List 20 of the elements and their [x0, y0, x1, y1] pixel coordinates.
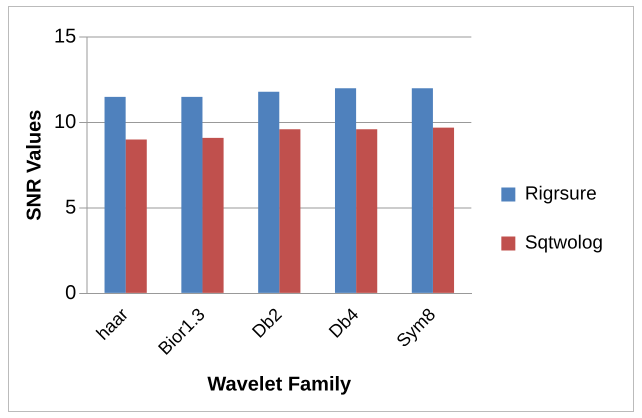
legend-label: Rigrsure — [524, 184, 597, 205]
y-tick-label: 0 — [65, 282, 76, 304]
y-tick-label: 10 — [54, 110, 76, 133]
bar — [412, 88, 433, 293]
bar — [181, 96, 202, 293]
bar — [356, 129, 378, 293]
x-tick-label: Db2 — [248, 304, 286, 342]
legend-label: Sqtwolog — [524, 232, 604, 254]
bar — [126, 140, 147, 293]
x-tick-label: Db4 — [324, 304, 362, 342]
y-axis-title: SNR Values — [24, 110, 46, 221]
bar — [279, 129, 300, 293]
bar — [202, 138, 224, 293]
y-tick-label: 5 — [65, 196, 76, 218]
bar — [258, 92, 280, 293]
y-tick-label: 15 — [54, 26, 76, 48]
bar — [432, 128, 454, 293]
bar — [334, 88, 356, 293]
bar — [104, 96, 126, 293]
x-axis-title: Wavelet Family — [207, 374, 352, 396]
